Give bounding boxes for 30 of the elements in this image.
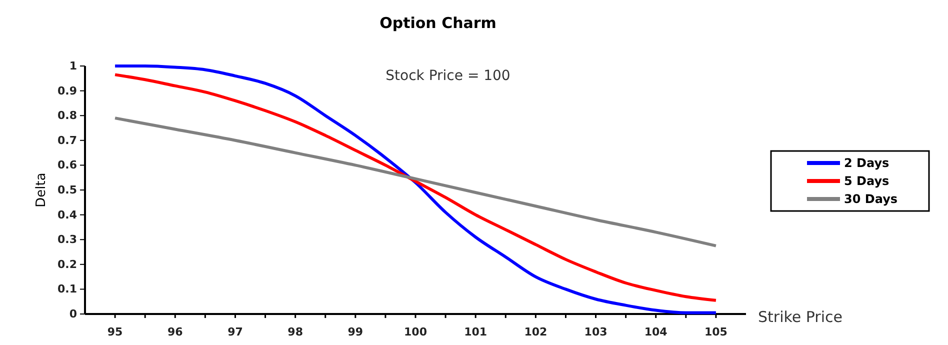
- y-tick-label: 0: [69, 308, 78, 321]
- x-axis-title: Strike Price: [758, 308, 842, 326]
- chart-title: Option Charm: [380, 14, 496, 32]
- x-tick-label: 103: [584, 325, 608, 338]
- line-series: [114, 116, 718, 248]
- x-tick-label: 97: [228, 325, 243, 338]
- x-tick-label: 105: [704, 325, 728, 338]
- y-tick-label: 0.2: [58, 258, 77, 271]
- x-tick-label: 102: [524, 325, 548, 338]
- x-tick-label: 101: [464, 325, 488, 338]
- y-tick-label: 0.8: [58, 109, 77, 122]
- legend-label: 5 Days: [844, 174, 890, 188]
- x-tick-label: 95: [107, 325, 123, 338]
- x-tick-label: 98: [288, 325, 303, 338]
- x-tick-label: 104: [644, 325, 668, 338]
- y-tick-label: 0.6: [58, 158, 78, 172]
- annotation: Stock Price = 100: [386, 68, 510, 84]
- x-tick-label: 96: [167, 325, 184, 338]
- y-tick-label: 0.3: [58, 233, 77, 246]
- y-tick-label: 0.4: [58, 208, 78, 222]
- x-tick-label: 99: [348, 325, 364, 338]
- y-tick-label: 0.7: [58, 134, 77, 147]
- y-tick-label: 0.5: [58, 184, 77, 197]
- y-tick-label: 0.9: [58, 84, 77, 98]
- legend-label: 30 Days: [844, 192, 898, 206]
- y-tick-label: 0.1: [58, 282, 77, 296]
- y-tick-label: 1: [69, 60, 77, 73]
- legend-label: 2 Days: [844, 156, 890, 170]
- y-axis-title: Delta: [34, 172, 49, 208]
- x-tick-label: 100: [404, 325, 428, 338]
